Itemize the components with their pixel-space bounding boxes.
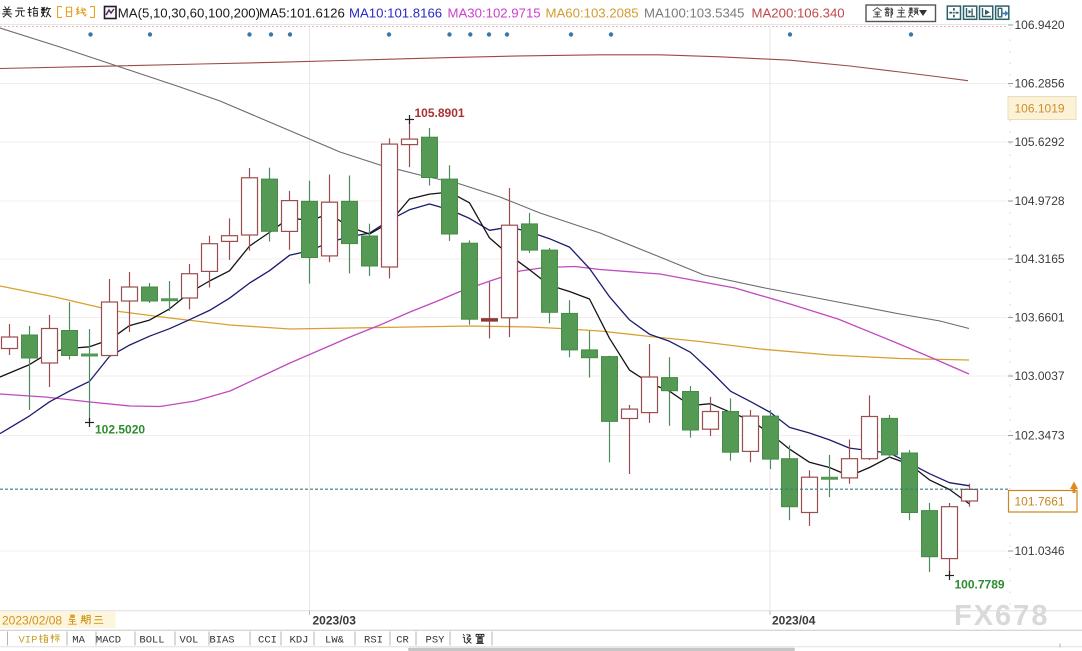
- svg-text:106.2856: 106.2856: [1015, 77, 1065, 91]
- svg-text:BIAS: BIAS: [209, 635, 234, 647]
- svg-text:102.3473: 102.3473: [1015, 429, 1065, 443]
- svg-text:CCI: CCI: [258, 635, 277, 647]
- svg-text:106.1019: 106.1019: [1015, 101, 1065, 115]
- svg-text:MA100:103.5345: MA100:103.5345: [644, 6, 744, 21]
- svg-text:MA10:101.8166: MA10:101.8166: [349, 6, 442, 21]
- svg-text:2023/04: 2023/04: [772, 614, 816, 628]
- svg-text:105.8901: 105.8901: [415, 106, 465, 120]
- svg-text:VIP: VIP: [19, 635, 38, 647]
- svg-text:LW&: LW&: [325, 635, 345, 647]
- svg-text:RSI: RSI: [364, 635, 383, 647]
- svg-text:106.9420: 106.9420: [1015, 18, 1065, 32]
- svg-text:105.6292: 105.6292: [1015, 135, 1065, 149]
- svg-text:MACD: MACD: [96, 635, 121, 647]
- svg-text:103.0037: 103.0037: [1015, 369, 1065, 383]
- svg-text:103.6601: 103.6601: [1015, 311, 1065, 325]
- svg-text:100.7789: 100.7789: [955, 578, 1005, 592]
- svg-text:MA200:106.340: MA200:106.340: [752, 6, 845, 21]
- svg-text:104.3165: 104.3165: [1015, 252, 1065, 266]
- svg-text:FX678: FX678: [954, 600, 1049, 632]
- svg-text:MA60:103.2085: MA60:103.2085: [546, 6, 639, 21]
- svg-text:MA5:101.6126: MA5:101.6126: [259, 6, 345, 21]
- svg-text:104.9728: 104.9728: [1015, 194, 1065, 208]
- svg-text:KDJ: KDJ: [290, 635, 309, 647]
- svg-text:2023/02/08: 2023/02/08: [2, 614, 62, 628]
- svg-text:2023/03: 2023/03: [313, 614, 357, 628]
- svg-text:MA: MA: [72, 635, 85, 647]
- svg-text:PSY: PSY: [426, 635, 446, 647]
- svg-text:VOL: VOL: [180, 635, 199, 647]
- svg-text:BOLL: BOLL: [139, 635, 164, 647]
- svg-text:102.5020: 102.5020: [95, 423, 145, 437]
- svg-text:CR: CR: [396, 635, 409, 647]
- svg-text:101.7661: 101.7661: [1015, 495, 1065, 509]
- svg-text:101.0346: 101.0346: [1015, 544, 1065, 558]
- svg-text:MA(5,10,30,60,100,200): MA(5,10,30,60,100,200): [118, 6, 260, 21]
- svg-text:MA30:102.9715: MA30:102.9715: [448, 6, 541, 21]
